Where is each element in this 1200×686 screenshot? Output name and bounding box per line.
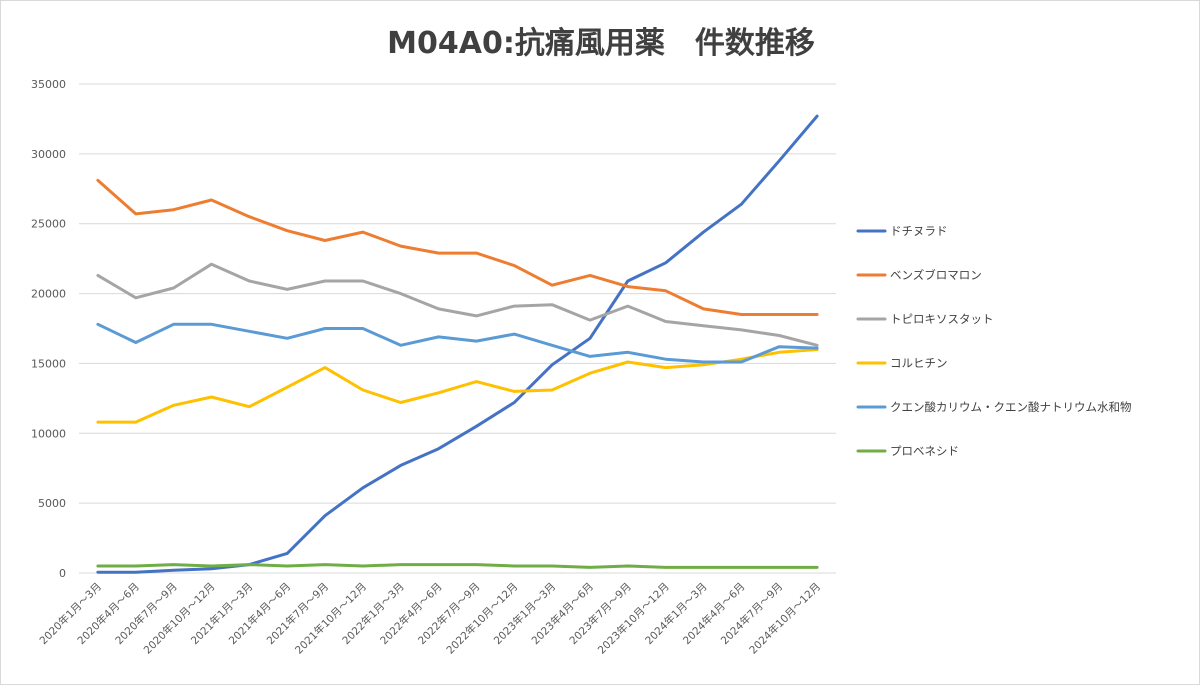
series-line-2 — [96, 262, 819, 347]
series-line-3 — [96, 348, 819, 424]
legend-label-4: クエン酸カリウム・クエン酸ナトリウム水和物 — [890, 400, 1132, 414]
x-tick-label-11: 2022年10月～12月 — [444, 580, 521, 657]
x-tick-label-12: 2023年1月～3月 — [491, 580, 558, 647]
chart-title: M04A0:抗痛風用薬 件数推移 — [387, 26, 815, 61]
x-tick-label-14: 2023年7月～9月 — [567, 580, 634, 647]
y-tick-label-30000: 30000 — [31, 148, 66, 161]
x-tick-label-9: 2022年4月～6月 — [377, 580, 444, 647]
grid — [79, 83, 836, 574]
x-tick-label-10: 2022年7月～9月 — [415, 580, 482, 647]
series-line-0 — [96, 114, 819, 574]
y-tick-label-5000: 5000 — [38, 497, 66, 510]
y-tick-label-20000: 20000 — [31, 288, 66, 301]
legend-label-3: コルヒチン — [890, 356, 948, 370]
y-tick-label-25000: 25000 — [31, 218, 66, 231]
x-tick-label-4: 2021年1月～3月 — [188, 580, 255, 647]
y-axis-tick-labels: 0 5000 10000 15000 20000 25000 30000 35000 — [31, 78, 66, 580]
x-tick-label-5: 2021年4月～6月 — [226, 580, 293, 647]
legend-label-5: プロベネシド — [890, 444, 959, 458]
x-axis-tick-labels: 2020年1月～3月2020年4月～6月2020年7月～9月2020年10月～1… — [37, 580, 823, 657]
y-tick-label-15000: 15000 — [31, 357, 66, 370]
y-tick-label-35000: 35000 — [31, 78, 66, 91]
x-tick-label-16: 2024年1月～3月 — [642, 580, 709, 647]
legend: ドチヌラドベンズブロマロントピロキソスタットコルヒチンクエン酸カリウム・クエン酸… — [856, 224, 1132, 458]
y-tick-label-10000: 10000 — [31, 427, 66, 440]
series-line-5 — [96, 563, 819, 569]
legend-label-2: トピロキソスタット — [890, 312, 994, 326]
x-tick-label-2: 2020年7月～9月 — [113, 580, 180, 647]
series-line-4 — [96, 322, 819, 364]
x-tick-label-7: 2021年10月～12月 — [292, 580, 369, 657]
x-tick-label-19: 2024年10月～12月 — [747, 580, 824, 657]
x-tick-label-8: 2022年1月～3月 — [340, 580, 407, 647]
x-tick-label-3: 2020年10月～12月 — [141, 580, 218, 657]
legend-label-1: ベンズブロマロン — [890, 268, 982, 282]
series-lines — [96, 114, 819, 574]
y-tick-label-0: 0 — [59, 567, 66, 580]
legend-label-0: ドチヌラド — [890, 224, 948, 238]
x-tick-label-1: 2020年4月～6月 — [75, 580, 142, 647]
x-tick-label-0: 2020年1月～3月 — [37, 580, 104, 647]
x-tick-label-13: 2023年4月～6月 — [529, 580, 596, 647]
x-tick-label-17: 2024年4月～6月 — [680, 580, 747, 647]
series-line-1 — [96, 178, 819, 316]
x-tick-label-6: 2021年7月～9月 — [264, 580, 331, 647]
x-tick-label-15: 2023年10月～12月 — [595, 580, 672, 657]
x-tick-label-18: 2024年7月～9月 — [718, 580, 785, 647]
